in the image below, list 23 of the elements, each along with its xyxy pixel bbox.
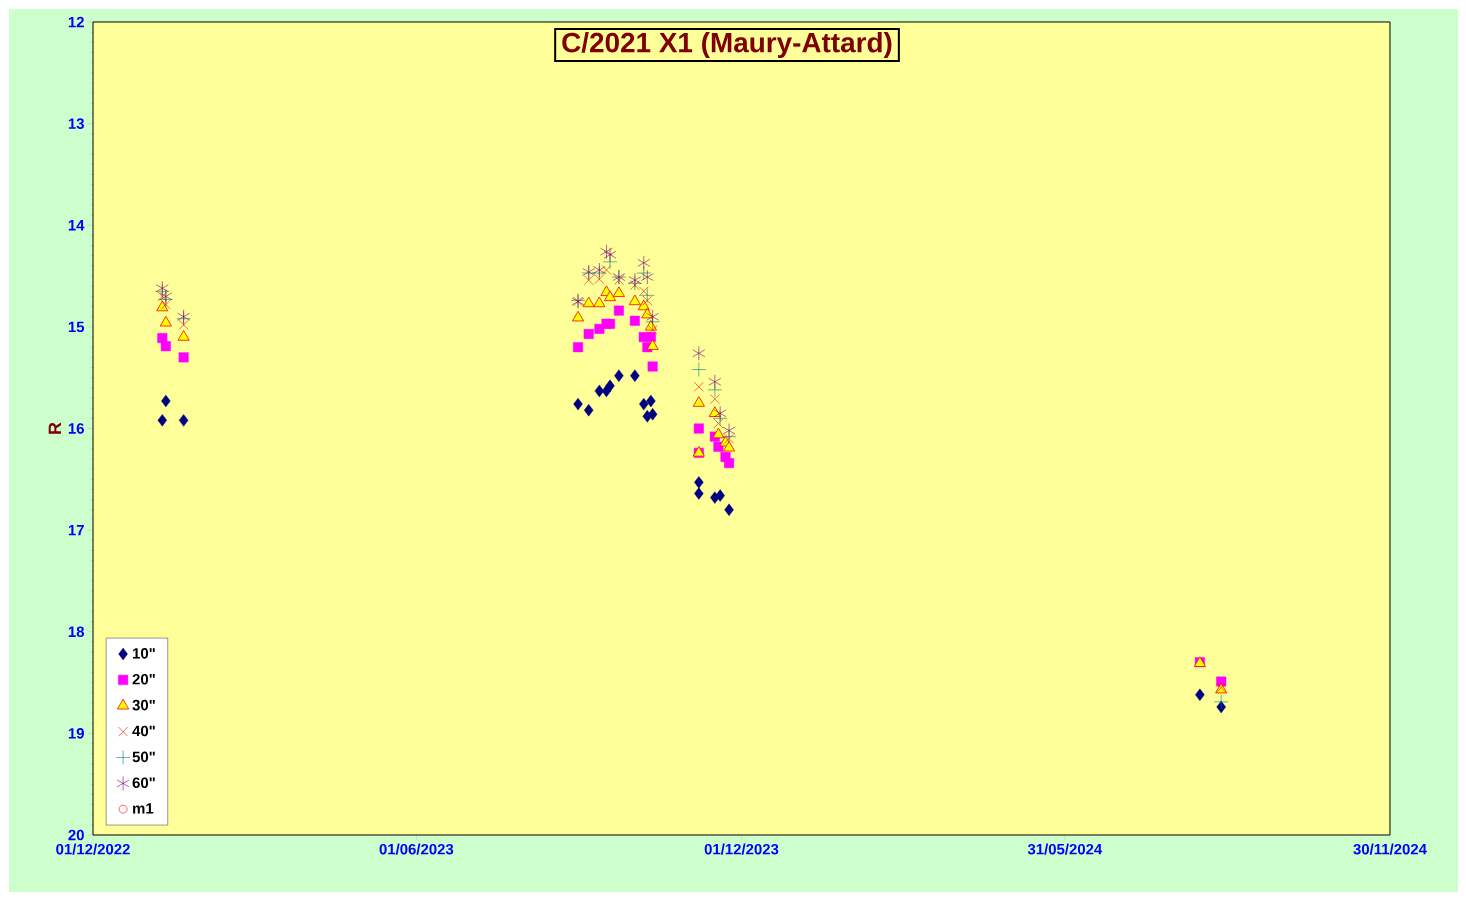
legend-label: 20"	[132, 673, 155, 685]
y-tick-label: 14	[68, 220, 85, 231]
legend-label: 30"	[132, 699, 155, 711]
y-tick-label: 17	[68, 524, 84, 536]
x-tick-label: 01/12/2023	[704, 843, 779, 855]
x-tick-label: 01/12/2022	[56, 843, 130, 855]
y-tick-label: 12	[68, 16, 84, 28]
y-tick-label: 16	[68, 423, 84, 434]
x-tick-label: 31/05/2024	[1027, 843, 1103, 855]
legend-label: 40"	[132, 725, 155, 737]
y-tick-label: 19	[68, 728, 84, 739]
y-tick-label: 15	[68, 321, 85, 333]
y-tick-label: 18	[68, 626, 85, 638]
y-tick-label: 13	[68, 118, 84, 129]
chart-title: C/2021 X1 (Maury-Attard)	[562, 31, 892, 58]
legend-label: 50"	[132, 751, 155, 763]
x-tick-label: 30/11/2024	[1353, 843, 1427, 855]
y-tick-label: 20	[68, 829, 84, 841]
y-axis-title: R	[48, 422, 62, 434]
legend-label: m1	[133, 803, 154, 814]
legend-label: 10"	[133, 648, 155, 659]
x-tick-label: 01/06/2023	[379, 843, 454, 855]
legend-label: 60"	[132, 777, 155, 789]
